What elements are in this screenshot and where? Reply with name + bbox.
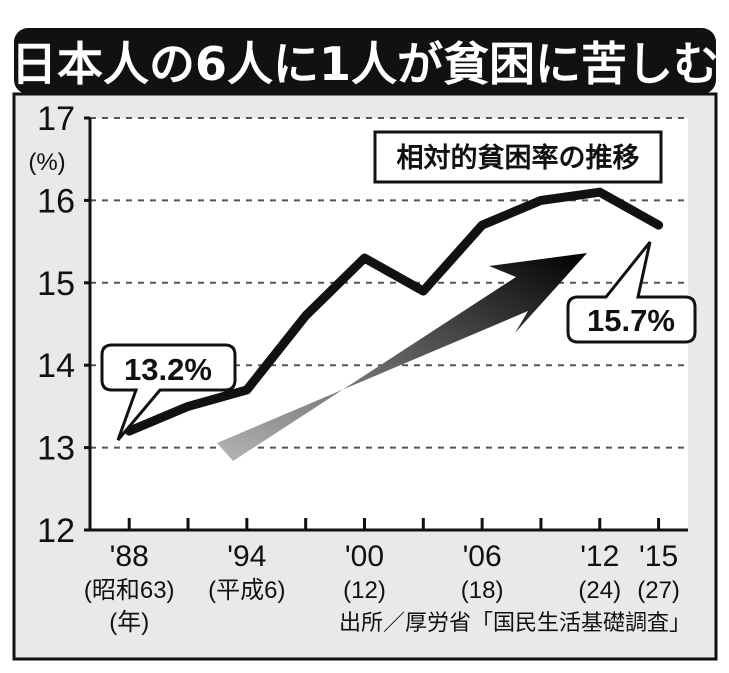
data-point bbox=[536, 196, 545, 205]
x-tick-label-era: (平成6) bbox=[208, 577, 285, 604]
y-tick-label: 13 bbox=[37, 430, 75, 468]
y-tick-label: 12 bbox=[37, 512, 75, 550]
y-axis-unit: (%) bbox=[28, 149, 65, 176]
axes bbox=[84, 116, 688, 532]
series-title-box bbox=[373, 130, 663, 184]
chart-main-title: 日本人の6人に1人が貧困に苦しむ bbox=[11, 37, 719, 91]
y-tick-label: 14 bbox=[37, 347, 75, 385]
title-bar bbox=[14, 28, 716, 94]
x-axis-unit: (年) bbox=[109, 609, 149, 636]
y-tick-label: 15 bbox=[37, 265, 75, 303]
data-point bbox=[301, 311, 310, 320]
data-point bbox=[360, 254, 369, 263]
x-tick-label-era: (12) bbox=[343, 577, 386, 604]
data-point bbox=[419, 287, 428, 296]
y-tick-label: 16 bbox=[37, 182, 75, 220]
x-tick-labels: '88 (昭和63) (年) '94 (平成6) '00 (12) '06 (18) '12 (24… bbox=[84, 540, 680, 636]
end-value-label: 15.7% bbox=[587, 303, 675, 338]
source-note: 出所／厚労省「国民生活基礎調査」 bbox=[339, 611, 691, 636]
start-callout: 13.2% bbox=[100, 343, 237, 441]
y-tick-label: 17 bbox=[37, 100, 75, 138]
x-tick-label-year: '12 bbox=[580, 540, 619, 573]
data-point bbox=[595, 188, 604, 197]
end-callout: 15.7% bbox=[566, 241, 697, 344]
data-point bbox=[184, 402, 193, 411]
series-title: 相対的貧困率の推移 bbox=[397, 142, 640, 174]
x-tick-label-year: '94 bbox=[227, 540, 266, 573]
trend-arrow bbox=[217, 253, 587, 461]
data-point bbox=[242, 385, 251, 394]
series-line bbox=[124, 187, 664, 436]
x-tick-label-year: '15 bbox=[639, 540, 678, 573]
x-tick-label-era: (昭和63) bbox=[84, 577, 175, 604]
x-tick-label-era: (24) bbox=[578, 577, 621, 604]
x-tick-label-year: '06 bbox=[463, 540, 502, 573]
y-tick-labels: 12 13 14 15 16 17 bbox=[37, 100, 75, 550]
data-point bbox=[478, 221, 487, 230]
data-points bbox=[125, 188, 663, 436]
x-tick-label-era: (18) bbox=[461, 577, 504, 604]
x-tick-label-year: '88 bbox=[110, 540, 149, 573]
data-point bbox=[654, 221, 663, 230]
start-value-label: 13.2% bbox=[124, 352, 212, 387]
x-tick-label-year: '00 bbox=[345, 540, 384, 573]
x-tick-label-era: (27) bbox=[637, 577, 680, 604]
